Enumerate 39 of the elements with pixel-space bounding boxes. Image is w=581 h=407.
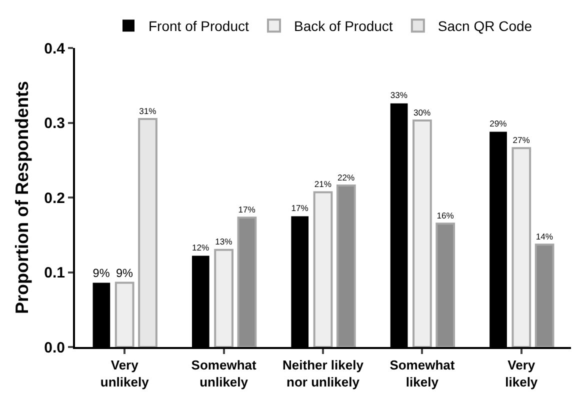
legend-label: Sacn QR Code xyxy=(438,18,532,34)
bar xyxy=(512,147,532,347)
bar xyxy=(237,216,257,347)
x-tick-label: Somewhat unlikely xyxy=(191,358,257,390)
bar xyxy=(436,222,456,347)
data-label: 29% xyxy=(490,118,508,129)
x-tick-label: Very unlikely xyxy=(100,358,150,390)
bar xyxy=(336,184,356,347)
y-axis-title: Proportion of Respondents xyxy=(12,81,32,314)
bar xyxy=(114,282,134,347)
data-label: 12% xyxy=(192,242,210,253)
y-tick-label: 0.2 xyxy=(44,190,65,207)
legend-label: Back of Product xyxy=(294,18,393,34)
data-label: 13% xyxy=(215,236,233,247)
data-label: 17% xyxy=(238,204,256,215)
bar xyxy=(313,191,333,347)
bar xyxy=(534,244,554,347)
bar xyxy=(214,248,234,347)
data-label: 21% xyxy=(314,179,332,190)
y-tick-label: 0.3 xyxy=(44,115,65,132)
bar xyxy=(138,118,158,347)
data-label: 22% xyxy=(337,172,355,182)
data-label: 17% xyxy=(291,203,309,214)
y-tick-label: 0.4 xyxy=(44,40,66,58)
data-label: 33% xyxy=(390,90,408,100)
data-label: 14% xyxy=(536,231,554,242)
y-tick-label: 0.0 xyxy=(44,339,65,356)
data-label: 16% xyxy=(436,210,454,221)
x-tick-label: Somewhat likely xyxy=(390,358,456,390)
x-tick-label: Very likely xyxy=(505,358,538,390)
legend-label: Front of Product xyxy=(148,18,249,34)
bar xyxy=(412,120,432,347)
data-label: 27% xyxy=(512,135,530,146)
data-label: 31% xyxy=(139,106,157,116)
data-label: 9% xyxy=(116,266,134,280)
data-label: 9% xyxy=(92,266,110,280)
x-tick-label: Neither likely nor unlikely xyxy=(282,358,364,390)
y-tick-label: 0.1 xyxy=(44,264,65,282)
data-label: 30% xyxy=(414,107,432,118)
